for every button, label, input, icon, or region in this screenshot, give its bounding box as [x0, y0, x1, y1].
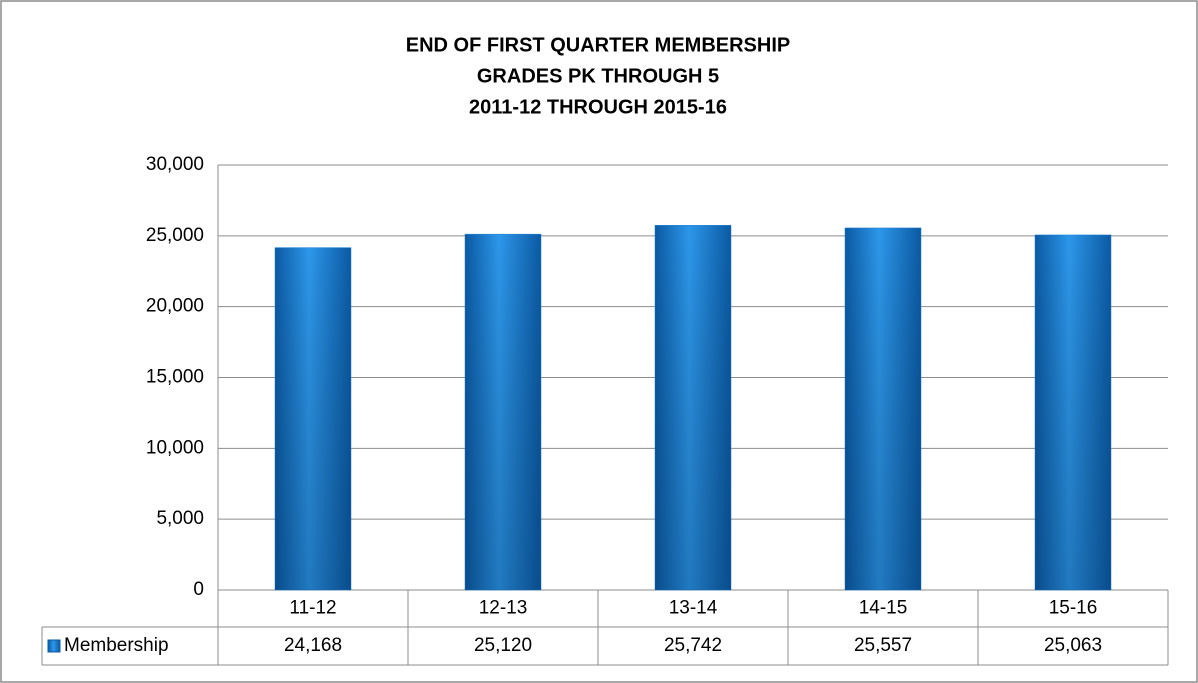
- bar-shade: [845, 227, 921, 590]
- x-tick-label: 14-15: [859, 598, 908, 619]
- chart-title: END OF FIRST QUARTER MEMBERSHIP: [406, 34, 790, 56]
- y-tick-label: 20,000: [146, 296, 204, 317]
- table-value: 25,120: [474, 635, 532, 656]
- chart-title: GRADES PK THROUGH 5: [477, 65, 719, 87]
- x-tick-label: 12-13: [479, 598, 528, 619]
- legend-key: [47, 639, 61, 653]
- legend-label: Membership: [64, 635, 169, 656]
- y-tick-label: 10,000: [146, 437, 204, 458]
- y-tick-label: 5,000: [156, 508, 204, 529]
- y-tick-label: 0: [193, 579, 204, 600]
- table-value: 25,742: [664, 635, 722, 656]
- y-tick-label: 15,000: [146, 367, 204, 388]
- chart-title: 2011-12 THROUGH 2015-16: [469, 96, 727, 118]
- x-tick-label: 15-16: [1049, 598, 1098, 619]
- bar-shade: [655, 225, 731, 591]
- x-tick-label: 13-14: [669, 598, 718, 619]
- bar-shade: [465, 234, 541, 590]
- table-value: 25,063: [1044, 635, 1102, 656]
- bar-shade: [1035, 234, 1111, 590]
- bar-shade: [275, 247, 351, 590]
- table-value: 25,557: [854, 635, 912, 656]
- y-tick-label: 30,000: [146, 154, 204, 175]
- x-tick-label: 11-12: [289, 598, 336, 619]
- table-value: 24,168: [284, 635, 342, 656]
- y-tick-label: 25,000: [146, 225, 204, 246]
